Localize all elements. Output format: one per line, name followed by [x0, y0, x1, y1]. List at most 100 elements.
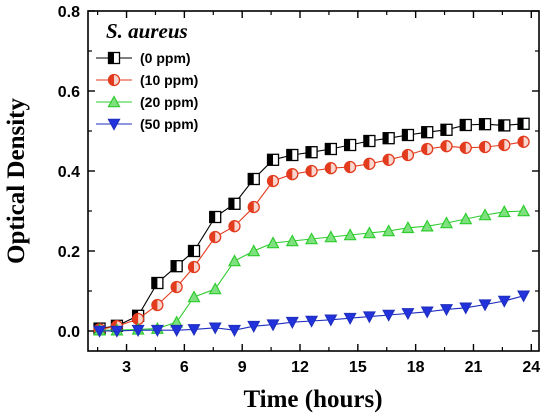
y-tick-label-4: 0.8 — [58, 4, 80, 21]
data-point — [517, 290, 531, 303]
plot-frame — [87, 10, 540, 352]
data-point — [401, 148, 415, 162]
data-point — [324, 142, 337, 156]
data-point — [187, 244, 201, 258]
data-point — [286, 148, 299, 162]
tick-labels: 3 6 9 12 15 18 21 24 0.0 0.2 0.4 0.6 0.8 — [58, 4, 541, 376]
legend-marker — [107, 118, 121, 131]
data-point — [498, 119, 511, 132]
legend-marker — [107, 73, 121, 87]
data-point — [440, 123, 453, 136]
data-point — [459, 118, 472, 132]
y-tick-label-2: 0.4 — [58, 164, 80, 181]
data-point — [420, 306, 434, 319]
legend-item-0: (0 ppm) — [96, 50, 191, 66]
data-point — [459, 302, 473, 315]
plot-area — [87, 10, 540, 352]
data-point — [305, 146, 318, 159]
legend-label: (20 ppm) — [140, 94, 198, 110]
data-point — [305, 164, 318, 178]
data-point — [439, 304, 453, 317]
data-point — [150, 324, 164, 337]
data-point — [363, 157, 376, 170]
axis-ticks — [88, 10, 539, 351]
data-point — [187, 290, 201, 303]
x-tick-label-6: 21 — [465, 359, 483, 376]
series-2 — [93, 204, 531, 336]
data-point — [497, 295, 511, 308]
data-point — [209, 210, 222, 224]
data-point — [497, 205, 511, 218]
data-point — [131, 324, 145, 337]
data-point — [131, 312, 145, 326]
data-point — [305, 232, 319, 245]
series-line-2 — [99, 210, 524, 331]
data-point — [227, 254, 241, 267]
x-tick-label-1: 6 — [180, 359, 189, 376]
data-point — [401, 308, 415, 321]
legend-item-1: (10 ppm) — [96, 72, 198, 88]
data-point — [305, 315, 319, 328]
data-point — [362, 311, 376, 324]
legend-title: S. aureus — [106, 19, 188, 43]
data-point — [478, 208, 492, 221]
data-point — [382, 153, 395, 166]
data-point — [151, 298, 164, 312]
x-axis-title: Time (hours) — [243, 386, 382, 413]
data-point — [247, 172, 260, 186]
series-0 — [93, 117, 530, 335]
data-point — [266, 153, 280, 166]
data-point — [440, 140, 453, 153]
data-point — [93, 325, 107, 338]
data-point — [286, 168, 299, 181]
data-point — [247, 320, 261, 333]
data-point — [343, 228, 357, 241]
legend-label: (10 ppm) — [140, 72, 198, 88]
x-tick-label-2: 9 — [238, 359, 247, 376]
data-point — [439, 216, 453, 229]
x-tick-label-3: 12 — [291, 359, 309, 376]
y-axis-title: Optical Density — [3, 98, 30, 264]
data-point — [324, 230, 338, 243]
data-point — [382, 132, 395, 145]
data-point — [208, 322, 222, 335]
data-point — [324, 314, 338, 327]
data-point — [517, 117, 530, 130]
x-tick-label-5: 18 — [407, 359, 425, 376]
data-point — [285, 316, 299, 329]
data-point — [209, 230, 222, 244]
data-point — [459, 141, 472, 154]
data-point — [266, 319, 280, 332]
data-point — [208, 282, 222, 295]
data-point — [324, 162, 337, 175]
data-point — [266, 174, 280, 188]
data-point — [478, 299, 492, 312]
data-point — [363, 134, 376, 148]
legend-item-3: (50 ppm) — [96, 116, 198, 132]
data-point — [382, 309, 396, 322]
legend-marker — [107, 51, 121, 65]
data-point — [187, 324, 201, 337]
data-point — [227, 324, 241, 337]
data-point — [421, 126, 434, 139]
data-point — [382, 224, 396, 237]
data-point — [401, 128, 415, 142]
data-point — [401, 221, 415, 234]
data-point — [478, 118, 492, 131]
data-point — [228, 197, 241, 210]
legend-items: (0 ppm) (10 ppm) (20 ppm) (50 ppm) — [96, 50, 198, 132]
data-point — [343, 160, 357, 174]
data-point — [343, 138, 357, 152]
x-tick-label-7: 24 — [522, 359, 540, 376]
data-point — [285, 234, 299, 247]
data-point — [420, 219, 434, 232]
data-point — [247, 200, 260, 214]
legend-marker — [107, 95, 121, 108]
data-point — [247, 244, 261, 257]
y-tick-label-3: 0.6 — [58, 84, 80, 101]
legend-item-2: (20 ppm) — [96, 94, 198, 110]
series-1 — [93, 135, 530, 336]
data-point — [170, 324, 184, 337]
legend-label: (0 ppm) — [140, 50, 191, 66]
data-point — [459, 212, 473, 225]
